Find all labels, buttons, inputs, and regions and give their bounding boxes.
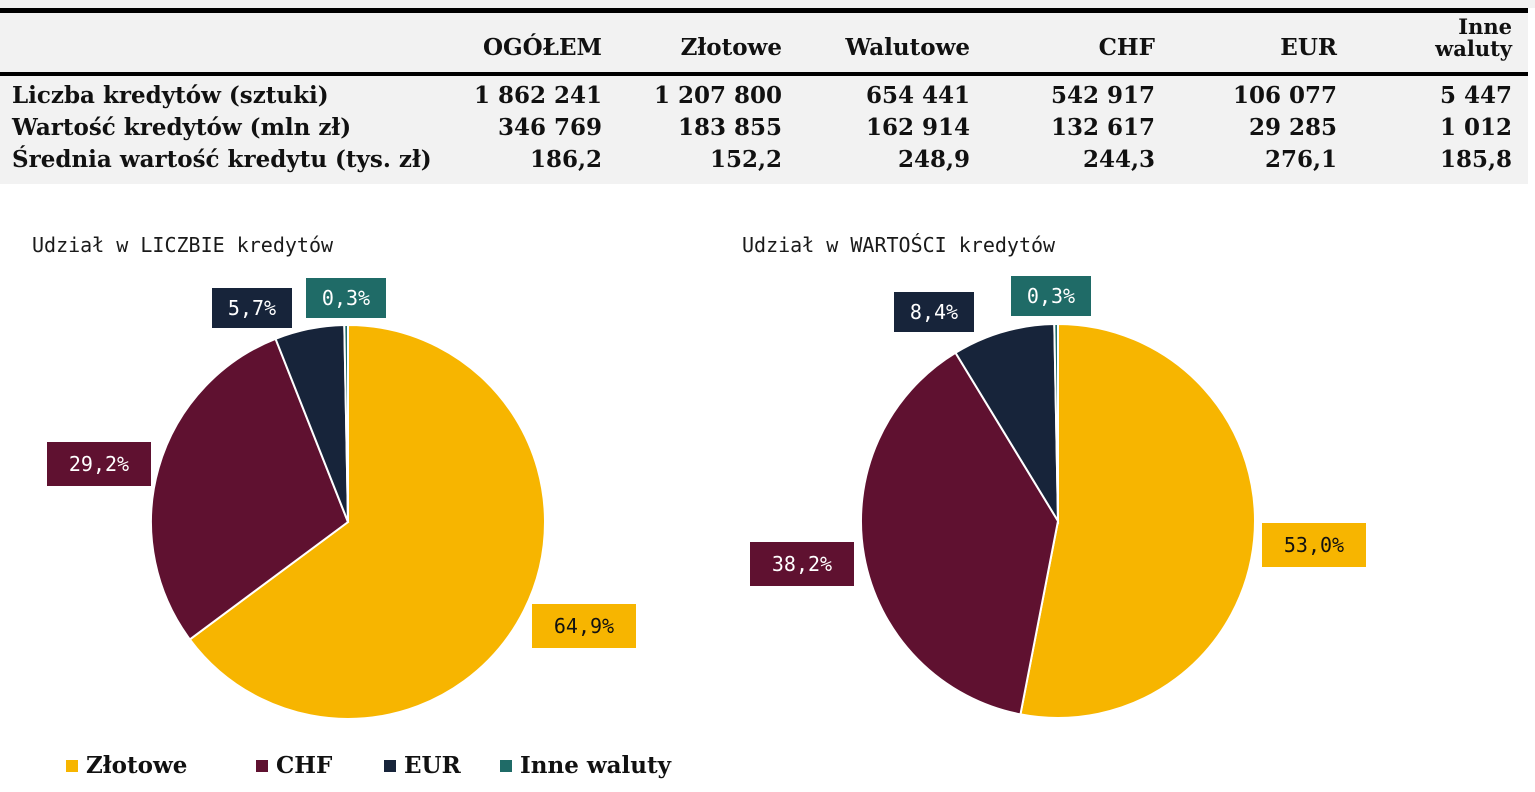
table-cell: 244,3 [1082, 146, 1155, 173]
header-zlotowe: Złotowe [680, 34, 782, 61]
data-label-box [47, 442, 151, 486]
pie-slice-liczba-chf [150, 337, 350, 641]
data-label-box [532, 604, 636, 648]
legend-label-inne-waluty: Inne waluty [520, 752, 671, 779]
header-chf: CHF [1098, 34, 1155, 61]
data-label-box [212, 288, 292, 328]
loan-summary-table: OGÓŁEM Złotowe Walutowe CHF EUR Inne wal… [0, 8, 1528, 184]
table-cell: 5 447 [1439, 82, 1512, 109]
table-cell: 1 207 800 [653, 82, 782, 109]
chart-title-liczba: Udział w LICZBIE kredytów [32, 233, 334, 257]
pie-slice-wartosc-eur [954, 323, 1060, 525]
table-top-band [0, 0, 1535, 8]
table-cell: 29 285 [1248, 114, 1337, 141]
table-cell: 106 077 [1232, 82, 1337, 109]
table-cell: 248,9 [897, 146, 970, 173]
legend-item-inne-waluty: Inne waluty [500, 752, 671, 779]
table-cell: 1 012 [1439, 114, 1512, 141]
header-ogolem: OGÓŁEM [482, 34, 602, 61]
table-cell: 186,2 [529, 146, 602, 173]
legend-label-chf: CHF [276, 752, 333, 779]
table-cell: 654 441 [865, 82, 970, 109]
table-cell: 1 862 241 [473, 82, 602, 109]
table-cell: 185,8 [1439, 146, 1512, 173]
data-label: 38,2% [772, 552, 832, 576]
legend-swatch-zlotowe [66, 759, 78, 772]
pie-slice-wartosc-inne [1053, 322, 1059, 522]
legend-swatch-inne-waluty [500, 759, 512, 772]
table-cell: 542 917 [1050, 82, 1155, 109]
data-label: 0,3% [1027, 284, 1075, 308]
data-label: 53,0% [1284, 533, 1344, 557]
data-label: 29,2% [69, 452, 129, 476]
table-cell: 346 769 [497, 114, 602, 141]
table-cell: 152,2 [709, 146, 782, 173]
pie-slice-wartosc-chf [860, 351, 1060, 716]
data-label: 0,3% [322, 286, 370, 310]
header-walutowe: Walutowe [845, 34, 970, 61]
data-label: 8,4% [910, 300, 958, 324]
chart-title-wartosc: Udział w WARTOŚCI kredytów [742, 233, 1056, 257]
pie-slice-wartosc-zlotowe [1019, 322, 1256, 719]
table-header-rule [0, 72, 1528, 76]
table-cell: 276,1 [1264, 146, 1337, 173]
table-cell: 183 855 [677, 114, 782, 141]
legend-item-zlotowe: Złotowe [66, 752, 187, 779]
table-cell: 162 914 [865, 114, 970, 141]
table-top-rule [0, 8, 1528, 13]
data-label-box [306, 278, 386, 318]
legend-label-eur: EUR [404, 752, 461, 779]
legend-label-zlotowe: Złotowe [86, 752, 188, 779]
data-label-box [750, 542, 854, 586]
data-label-box [1262, 523, 1366, 567]
legend-item-eur: EUR [384, 752, 461, 779]
pie-slice-liczba-zlotowe [188, 323, 546, 720]
header-inne-line1: Inne [1458, 14, 1512, 39]
row-label-srednia: Średnia wartość kredytu (tys. zł) [12, 146, 432, 173]
data-label: 5,7% [228, 296, 276, 320]
row-label-liczba: Liczba kredytów (sztuki) [12, 82, 329, 109]
data-label-box [894, 292, 974, 332]
row-label-wartosc: Wartość kredytów (mln zł) [12, 114, 352, 141]
data-label: 64,9% [554, 614, 614, 638]
table-cell: 132 617 [1050, 114, 1155, 141]
header-eur: EUR [1280, 34, 1337, 61]
header-inne-line2: waluty [1435, 36, 1512, 61]
header-inne-waluty: Inne waluty [1350, 16, 1512, 60]
data-label-box [1011, 276, 1091, 316]
legend-swatch-chf [256, 759, 268, 772]
legend-swatch-eur [384, 759, 396, 772]
pie-slice-liczba-inne [343, 323, 349, 523]
legend-item-chf: CHF [256, 752, 332, 779]
